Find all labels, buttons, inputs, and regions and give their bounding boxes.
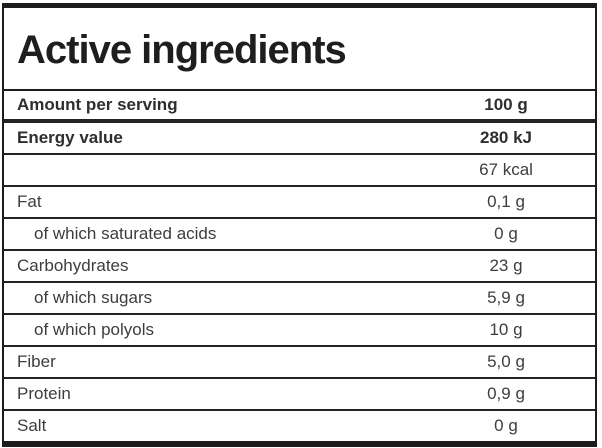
- nutrient-label: Fiber: [17, 352, 56, 371]
- nutrient-value: 0 g: [494, 224, 518, 243]
- nutrient-label: Carbohydrates: [17, 256, 129, 275]
- table-row-fiber: Fiber 5,0 g: [4, 347, 595, 379]
- nutrient-value: 10 g: [489, 320, 523, 339]
- nutrient-value: 0,1 g: [487, 192, 525, 211]
- header-label: Amount per serving: [17, 95, 178, 114]
- nutrient-label: Salt: [17, 416, 47, 435]
- nutrient-label: Energy value: [17, 128, 123, 147]
- header-value: 100 g: [484, 95, 528, 114]
- table-row-carbohydrates: Carbohydrates 23 g: [4, 251, 595, 283]
- table-row-salt: Salt 0 g: [4, 411, 595, 441]
- nutrient-label: Fat: [17, 192, 42, 211]
- nutrient-value: 5,9 g: [487, 288, 525, 307]
- table-row-saturated-acids: of which saturated acids 0 g: [4, 219, 595, 251]
- nutrient-label: Protein: [17, 384, 71, 403]
- table-row-fat: Fat 0,1 g: [4, 187, 595, 219]
- page-title: Active ingredients: [4, 8, 595, 91]
- nutrient-value: 280 kJ: [480, 128, 532, 147]
- nutrient-value: 0 g: [494, 416, 518, 435]
- table-row-energy-kj: Energy value 280 kJ: [4, 123, 595, 155]
- nutrient-value: 67 kcal: [479, 160, 533, 179]
- table-row-energy-kcal: 67 kcal: [4, 155, 595, 187]
- nutrient-value: 5,0 g: [487, 352, 525, 371]
- nutrient-sublabel: of which saturated acids: [34, 224, 217, 243]
- nutrition-facts-panel: Active ingredients Amount per serving 10…: [2, 3, 597, 447]
- nutrition-table: Amount per serving 100 g Energy value 28…: [4, 91, 595, 441]
- nutrient-value: 0,9 g: [487, 384, 525, 403]
- table-row-protein: Protein 0,9 g: [4, 379, 595, 411]
- nutrient-value: 23 g: [489, 256, 523, 275]
- table-row-polyols: of which polyols 10 g: [4, 315, 595, 347]
- nutrient-sublabel: of which sugars: [34, 288, 153, 307]
- nutrient-sublabel: of which polyols: [34, 320, 155, 339]
- table-row-sugars: of which sugars 5,9 g: [4, 283, 595, 315]
- table-header-row: Amount per serving 100 g: [4, 91, 595, 123]
